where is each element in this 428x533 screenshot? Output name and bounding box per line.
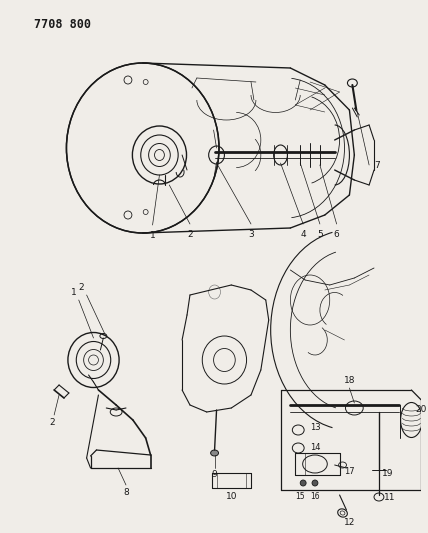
Text: 13: 13 <box>310 424 321 432</box>
Text: 11: 11 <box>384 494 395 503</box>
Text: 1: 1 <box>150 231 155 240</box>
Text: 20: 20 <box>415 406 427 415</box>
Ellipse shape <box>300 480 306 486</box>
Text: 2: 2 <box>187 230 193 239</box>
Text: 12: 12 <box>344 518 355 527</box>
Text: 7: 7 <box>374 160 380 169</box>
Text: 5: 5 <box>317 230 323 239</box>
Text: 7708 800: 7708 800 <box>34 18 92 31</box>
Text: 9: 9 <box>212 470 217 479</box>
Text: 19: 19 <box>382 469 393 478</box>
Text: 15: 15 <box>295 492 305 501</box>
Text: 8: 8 <box>123 488 129 497</box>
Ellipse shape <box>312 480 318 486</box>
Text: 3: 3 <box>248 230 254 239</box>
Ellipse shape <box>211 450 219 456</box>
Text: 2: 2 <box>78 283 83 292</box>
Text: 16: 16 <box>310 492 320 501</box>
Text: 14: 14 <box>310 442 321 451</box>
Text: 10: 10 <box>226 492 237 501</box>
Text: 6: 6 <box>334 230 339 239</box>
Text: 17: 17 <box>345 467 355 477</box>
Text: 1: 1 <box>71 288 77 297</box>
Text: 18: 18 <box>344 376 355 385</box>
Text: 4: 4 <box>300 230 306 239</box>
Text: 2: 2 <box>49 418 55 427</box>
